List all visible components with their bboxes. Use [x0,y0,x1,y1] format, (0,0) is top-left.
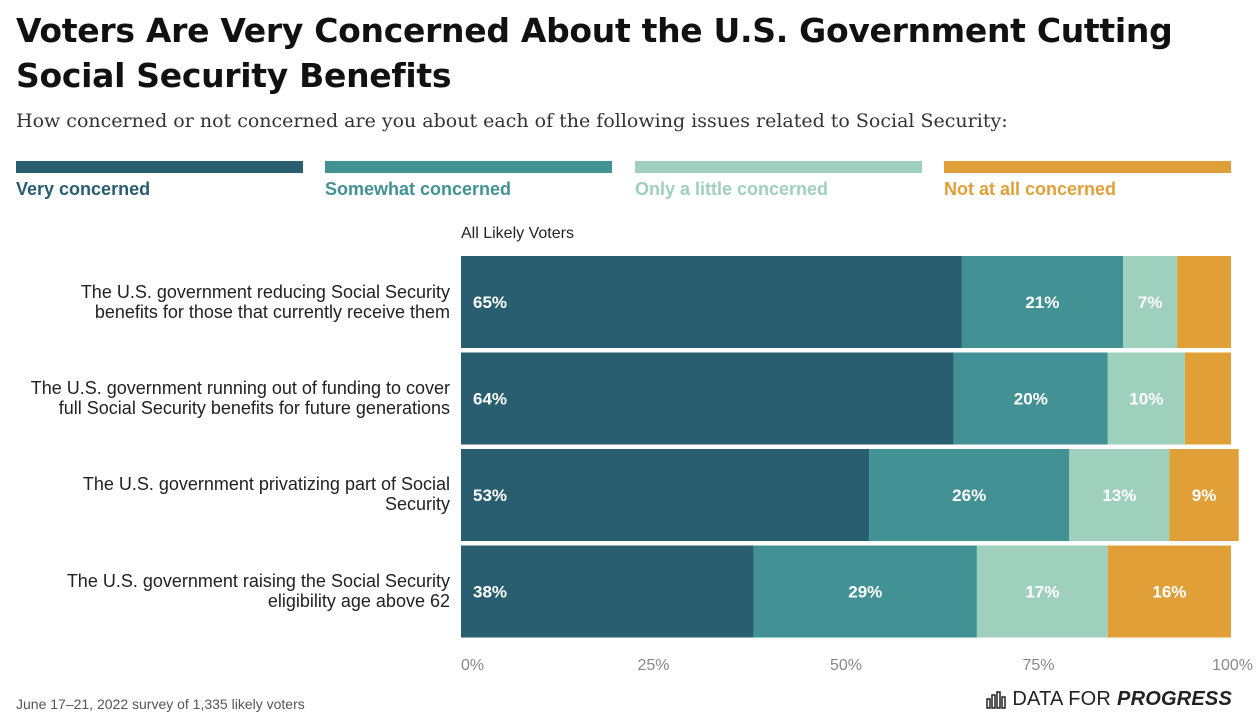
bar-segment [461,256,962,348]
legend-swatch [325,161,612,173]
data-label: 16% [1152,583,1186,602]
bar-segment [1069,449,1170,541]
data-label: 9% [1192,486,1217,505]
data-label: 13% [1102,486,1136,505]
bar-segment [953,352,1108,445]
legend-label: Very concerned [16,179,151,199]
data-label: 7% [1138,293,1163,312]
bar-segment [1123,256,1178,348]
bar-segment [461,545,754,638]
bar-chart-logo-icon [986,690,1007,709]
data-label: 26% [952,486,986,505]
data-label: 10% [1129,390,1163,409]
bar-segment [1177,256,1231,348]
data-for-progress-logo: DATA FOR PROGRESS [986,688,1232,711]
data-label: 17% [1025,583,1059,602]
logo-text-data-for: DATA FOR [1012,688,1112,710]
source-note: June 17–21, 2022 survey of 1,335 likely … [16,696,305,712]
bar-segment [1107,352,1185,445]
row-label: The U.S. government running out of fundi… [30,378,450,418]
data-label: 38% [473,583,507,602]
x-tick-label: 25% [637,657,669,674]
bar-segment [869,449,1070,541]
legend-label: Not at all concerned [944,179,1117,199]
bar-segment [961,256,1124,348]
legend-swatch [16,161,303,173]
legend-item-very-concerned: Very concerned [16,161,303,200]
bar-segment [1184,352,1231,445]
legend-swatch [635,161,922,173]
row-label: The U.S. government reducing Social Secu… [80,282,450,322]
x-tick-label: 50% [830,657,862,674]
x-tick-label: 75% [1022,657,1054,674]
data-label: 20% [1014,390,1048,409]
chart-subtitle: How concerned or not concerned are you a… [16,110,1008,132]
legend-swatch [944,161,1231,173]
x-tick-label: 0% [461,657,484,674]
data-label: 53% [473,486,507,505]
bar-segment [753,545,977,638]
logo-text-progress: PROGRESS [1117,688,1232,710]
bar-segment [1107,545,1231,638]
legend-item-only-a-little-concerned: Only a little concerned [635,161,922,200]
data-label: 21% [1025,293,1059,312]
legend-label: Only a little concerned [635,179,829,199]
x-tick-label: 100% [1212,657,1253,674]
bar-segment [461,449,870,541]
row-label: The U.S. government raising the Social S… [66,571,450,611]
legend-label: Somewhat concerned [325,179,512,199]
data-label: 29% [848,583,882,602]
bar-segment [976,545,1108,638]
data-label: 64% [473,390,507,409]
bar-segment [461,352,954,445]
chart-title: Voters Are Very Concerned About the U.S.… [16,11,1173,95]
data-label: 65% [473,293,507,312]
legend-item-not-at-all-concerned: Not at all concerned [944,161,1231,200]
row-label: The U.S. government privatizing part of … [82,474,450,514]
legend-item-somewhat-concerned: Somewhat concerned [325,161,612,200]
bar-segment [1169,449,1239,541]
group-label: All Likely Voters [461,225,574,242]
legend: Very concerned Somewhat concerned Only a… [16,161,1232,201]
